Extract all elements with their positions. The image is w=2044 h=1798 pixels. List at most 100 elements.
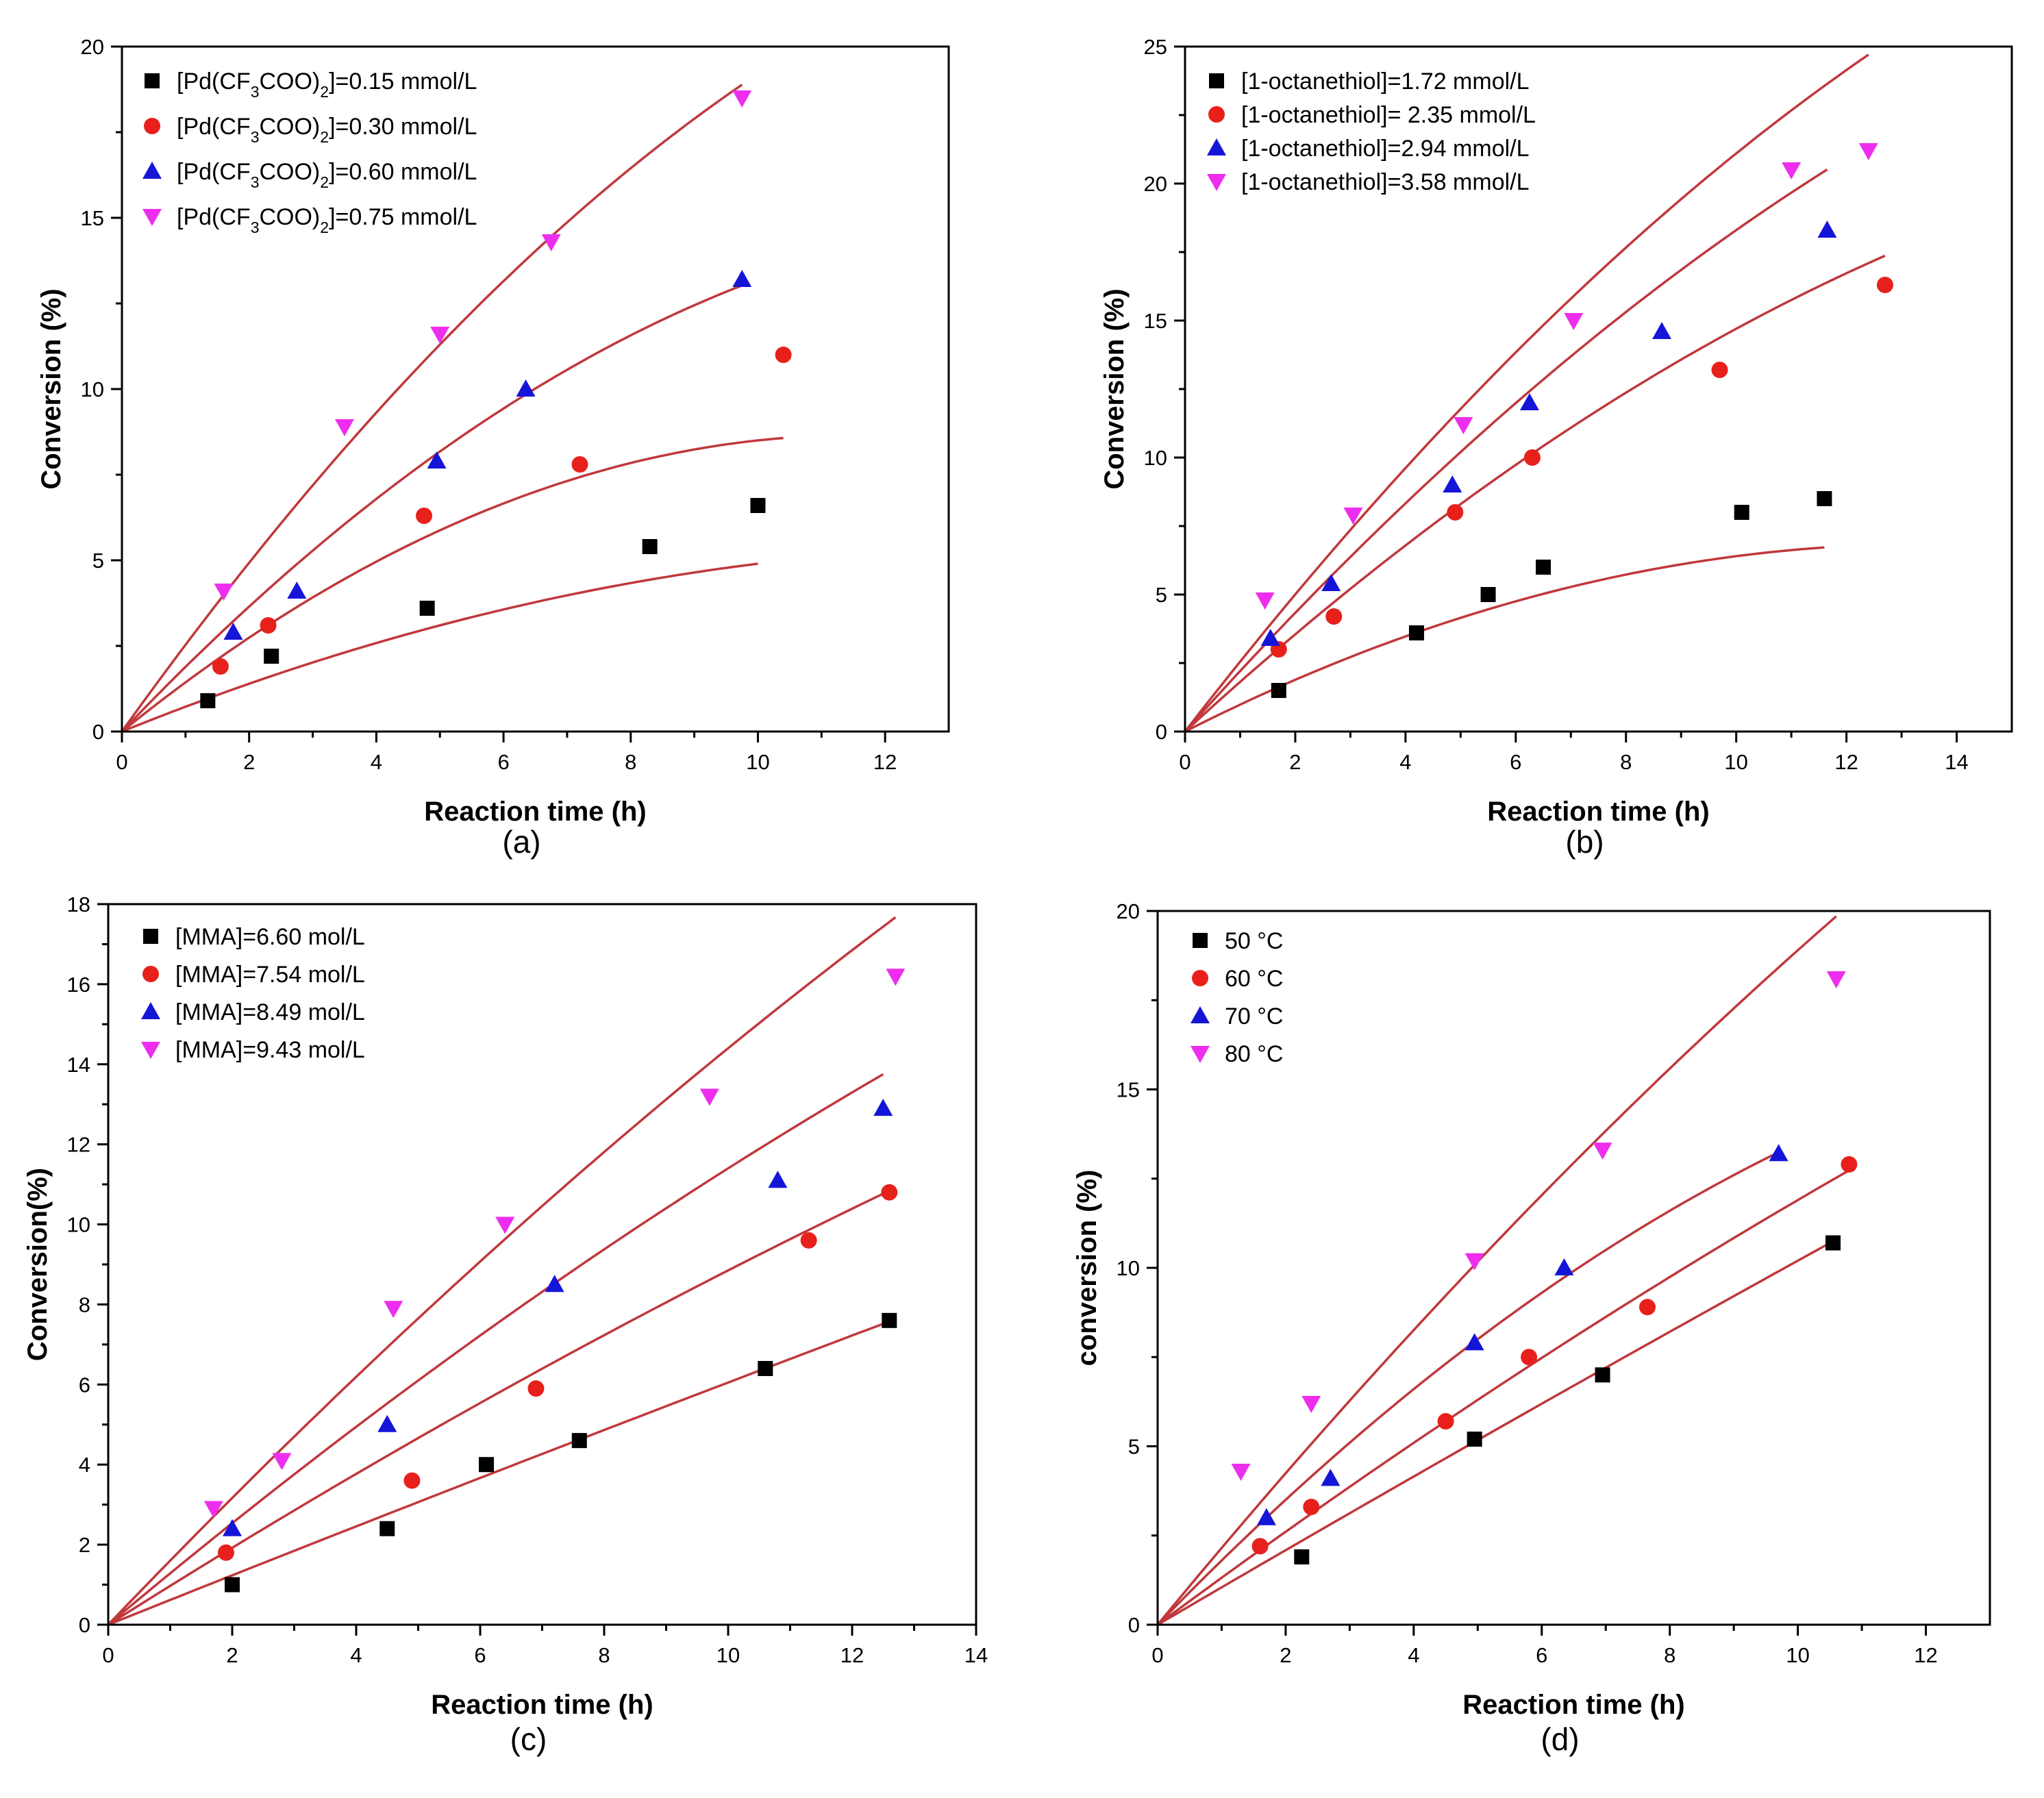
x-tick-label: 2: [1289, 750, 1301, 774]
data-point-s3-1: [1256, 1508, 1276, 1525]
legend-label-text: COO): [259, 114, 320, 140]
data-point-s1-4: [571, 1433, 587, 1449]
data-point-s3-3: [545, 1275, 564, 1293]
y-tick-label: 15: [1144, 309, 1167, 333]
y-tick-label: 4: [79, 1453, 90, 1477]
data-point-s3-6: [1817, 221, 1837, 238]
data-point-s2-2: [403, 1472, 421, 1489]
legend-label-1: [1-octanethiol]=1.72 mmol/L: [1241, 68, 1530, 95]
legend-label-subscript: 2: [320, 218, 329, 236]
data-point-s4-1: [214, 584, 234, 601]
data-point-s2-3: [527, 1380, 545, 1397]
legend-marker-3: [1191, 1006, 1210, 1023]
fit-curve-4: [1156, 915, 1837, 1626]
data-point-s4-4: [495, 1216, 515, 1234]
data-point-s3-2: [1321, 574, 1341, 591]
data-point-s2-2: [260, 617, 277, 634]
data-point-s2-5: [1638, 1299, 1656, 1316]
fit-curve-4: [1184, 53, 1869, 733]
legend-marker-4: [142, 209, 162, 226]
data-point-s1-2: [379, 1521, 395, 1536]
legend-marker-3: [142, 162, 162, 179]
fit-curve-3: [121, 284, 743, 733]
y-tick-label: 6: [79, 1373, 90, 1397]
legend-label-text: [MMA]=8.49 mol/L: [175, 999, 365, 1025]
x-tick-label: 8: [1620, 750, 1632, 774]
fit-curve-4: [107, 916, 897, 1626]
legend-marker-4: [1191, 1046, 1210, 1063]
legend-label-1: [Pd(CF3COO)2]=0.15 mmol/L: [177, 68, 477, 101]
data-point-s4-2: [1301, 1395, 1321, 1413]
legend-label-subscript: 3: [251, 128, 260, 146]
y-axis-title: Conversion(%): [23, 1168, 53, 1361]
legend-label-2: 60 °C: [1225, 966, 1283, 992]
data-point-s1-6: [882, 1312, 897, 1328]
legend-label-subscript: 2: [320, 128, 329, 146]
legend-label-text: [1-octanethiol]=3.58 mmol/L: [1241, 169, 1530, 195]
data-point-s4-2: [1343, 508, 1363, 525]
x-tick-label: 12: [1834, 750, 1858, 774]
y-tick-label: 20: [81, 35, 104, 59]
legend-label-text: COO): [259, 159, 320, 185]
y-tick-label: 8: [79, 1293, 90, 1316]
legend-label-text: [Pd(CF: [177, 114, 251, 140]
x-tick-label: 8: [1664, 1643, 1675, 1667]
legend-marker-2: [142, 966, 159, 982]
legend-label-text: [1-octanethiol]= 2.35 mmol/L: [1241, 102, 1536, 128]
y-tick-label: 10: [1144, 446, 1167, 470]
x-tick-label: 4: [1408, 1643, 1419, 1667]
data-point-s1-4: [642, 539, 658, 554]
data-point-s4-3: [430, 327, 450, 344]
fit-curve-2: [108, 1189, 890, 1626]
chart-panel-a: 0 2 4 6 8 10 12 0 5 10 15 20 Reaction time (h) Conver…: [36, 35, 950, 860]
data-point-s2-3: [1447, 504, 1464, 521]
legend-marker-3: [141, 1002, 160, 1019]
panel-label: (c): [510, 1721, 547, 1757]
legend-marker-1: [1209, 73, 1224, 88]
legend-marker-2: [1208, 106, 1225, 123]
data-point-s3-4: [1519, 393, 1539, 410]
data-point-s2-4: [1523, 449, 1541, 466]
x-tick-label: 4: [1399, 750, 1411, 774]
legend-label-text: 50 °C: [1225, 928, 1283, 954]
legend-label-4: [1-octanethiol]=3.58 mmol/L: [1241, 169, 1530, 195]
legend-marker-2: [144, 118, 160, 134]
y-tick-label: 15: [1117, 1078, 1140, 1102]
data-point-s2-5: [775, 347, 792, 363]
data-point-s1-1: [1271, 683, 1286, 698]
x-axis-title: Reaction time (h): [431, 1690, 653, 1720]
legend-label-subscript: 2: [320, 83, 329, 101]
y-axis-title: conversion (%): [1072, 1170, 1102, 1366]
legend-label-3: [1-octanethiol]=2.94 mmol/L: [1241, 136, 1530, 162]
data-point-s2-1: [1251, 1538, 1269, 1555]
data-point-s1-1: [225, 1577, 240, 1593]
data-point-s3-1: [223, 623, 243, 640]
data-point-s1-4: [1536, 560, 1551, 575]
legend-label-text: 60 °C: [1225, 966, 1283, 992]
data-point-s1-5: [1734, 505, 1749, 520]
data-point-s4-4: [1593, 1143, 1612, 1160]
x-tick-label: 10: [746, 750, 769, 774]
y-tick-label: 15: [81, 206, 104, 230]
x-tick-label: 10: [1786, 1643, 1809, 1667]
data-point-s3-2: [287, 582, 307, 599]
data-point-s4-4: [1564, 313, 1584, 330]
legend-label-subscript: 3: [251, 218, 260, 236]
legend-label-text: [MMA]=6.60 mol/L: [175, 924, 365, 950]
y-tick-label: 0: [1128, 1613, 1140, 1637]
legend-label-text: [1-octanethiol]=1.72 mmol/L: [1241, 68, 1530, 95]
fit-curve-1: [1184, 546, 1825, 733]
panel-label: (d): [1541, 1721, 1579, 1757]
data-point-s2-6: [1841, 1156, 1858, 1173]
y-tick-label: 20: [1117, 899, 1140, 923]
y-tick-label: 5: [1156, 583, 1167, 607]
fit-curve-2: [121, 436, 784, 733]
legend-label-text: [Pd(CF: [177, 204, 251, 230]
x-tick-label: 2: [1280, 1643, 1291, 1667]
x-tick-label: 4: [371, 750, 382, 774]
x-tick-label: 6: [474, 1643, 486, 1667]
y-tick-label: 14: [67, 1053, 90, 1077]
data-point-s1-1: [1294, 1549, 1310, 1565]
